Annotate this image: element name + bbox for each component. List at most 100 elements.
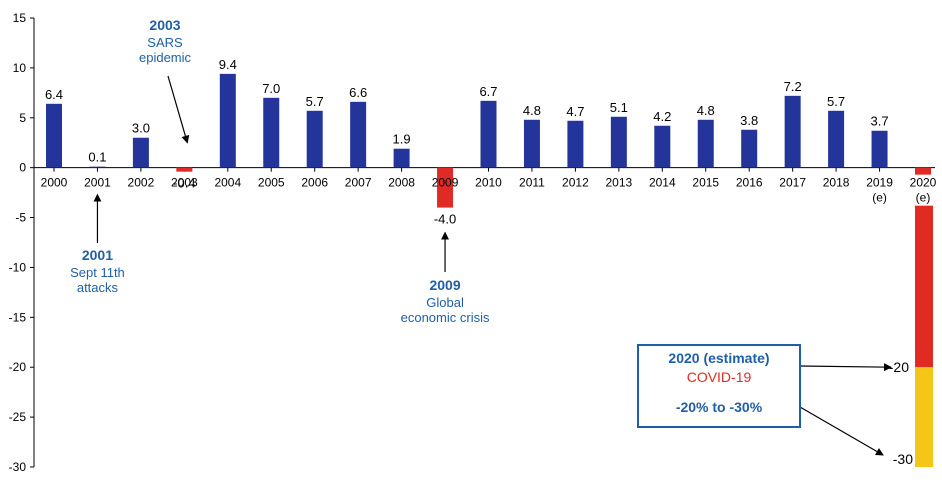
annotation-arrow-2003	[167, 75, 190, 144]
category-label-2006: 2006	[301, 176, 328, 190]
category-label-2002: 2002	[128, 176, 155, 190]
category-label-2013: 2013	[605, 176, 632, 190]
category-label-2012: 2012	[562, 176, 589, 190]
value-label-2012: 4.7	[566, 104, 584, 119]
value-label-2018: 5.7	[827, 94, 845, 109]
value-label-2011: 4.8	[523, 103, 541, 118]
category-label-2014: 2014	[649, 176, 676, 190]
category-label-2017: 2017	[779, 176, 806, 190]
callout-title: 2020 (estimate)	[668, 350, 769, 366]
bar-2005	[263, 97, 280, 168]
annotation-year-2009: 2009	[429, 277, 460, 293]
annotation-year-2001: 2001	[82, 247, 113, 263]
bar-2001	[89, 166, 106, 168]
y-tick-label: -10	[9, 260, 27, 274]
category-note-2019: (e)	[872, 191, 887, 205]
bar-2007	[350, 101, 367, 168]
value-labels: 6.4 0.1 3.0 -0.4 9.4 7.0 5.7 6.6 1.9 -4.0 6.7 4.8 4.…	[45, 57, 913, 467]
value-label-2001: 0.1	[88, 150, 106, 165]
bar-2012	[567, 120, 584, 168]
category-label-2001: 2001	[84, 176, 111, 190]
annotation-text-2003: SARS	[147, 35, 183, 50]
category-label-2003: 2003	[171, 176, 198, 190]
category-label-2000: 2000	[41, 176, 68, 190]
y-tick-label: -30	[9, 460, 27, 474]
category-label-2018: 2018	[823, 176, 850, 190]
value-label-2006: 5.7	[306, 94, 324, 109]
bar-2019	[871, 130, 888, 168]
bar-2008	[393, 148, 410, 168]
category-note-2020: (e)	[916, 191, 931, 205]
callout-box: 2020 (estimate) COVID-19 -20% to -30%	[637, 344, 801, 428]
callout-subtitle: COVID-19	[687, 369, 752, 385]
category-label-2010: 2010	[475, 176, 502, 190]
bars	[46, 73, 933, 467]
category-label-2011: 2011	[519, 176, 545, 190]
value-label-2005: 7.0	[262, 81, 280, 96]
category-label-2015: 2015	[692, 176, 719, 190]
callout-arrow-low	[799, 406, 884, 456]
bar-2002	[132, 137, 149, 168]
bar-2016	[741, 129, 758, 168]
category-label-2019: 2019	[866, 176, 893, 190]
value-label-2004: 9.4	[219, 57, 237, 72]
bar-2018	[828, 110, 845, 168]
category-label-2004: 2004	[214, 176, 241, 190]
y-tick-label: -5	[15, 211, 26, 225]
category-label-2009: 2009	[432, 176, 459, 190]
category-label-2008: 2008	[388, 176, 415, 190]
category-label-2005: 2005	[258, 176, 285, 190]
annotation-text-2009: Global	[426, 295, 464, 310]
estimate-low-label: -30	[893, 451, 913, 467]
bar-2009	[437, 167, 454, 208]
bar-2004	[219, 73, 236, 168]
annotation-text-2001: attacks	[77, 280, 119, 295]
bar-2006	[306, 110, 323, 168]
bar-2020	[915, 167, 931, 175]
y-tick-label: -15	[9, 310, 27, 324]
value-label-2000: 6.4	[45, 87, 63, 102]
value-label-2007: 6.6	[349, 85, 367, 100]
bar-2003	[176, 167, 193, 172]
category-labels: 2000 2001 2002 2003 2004 2005 2006 2007 2008 2009…	[41, 176, 937, 205]
y-tick-label: 5	[19, 111, 26, 125]
bar-2014	[654, 125, 671, 168]
annotation-text-2009: economic crisis	[401, 310, 490, 325]
value-label-2014: 4.2	[653, 109, 671, 124]
annotation-text-2001: Sept 11th	[70, 265, 125, 280]
value-label-2002: 3.0	[132, 121, 150, 136]
y-tick-label: 10	[13, 61, 27, 75]
value-label-2019: 3.7	[871, 114, 889, 129]
bar-2013	[610, 116, 627, 168]
value-label-2008: 1.9	[393, 132, 411, 147]
value-label-2017: 7.2	[784, 79, 802, 94]
value-label-2013: 5.1	[610, 100, 628, 115]
estimate-bar-low	[915, 367, 933, 467]
category-label-2020: 2020	[910, 176, 937, 190]
value-label-2003: -0.4	[173, 176, 195, 191]
estimate-bar-high	[915, 205, 933, 368]
value-label-2009: -4.0	[434, 212, 456, 227]
bar-2000	[46, 103, 62, 168]
estimate-high-label: -20	[889, 359, 909, 375]
bar-2017	[784, 95, 801, 168]
category-label-2016: 2016	[736, 176, 763, 190]
bar-2015	[697, 119, 714, 168]
category-label-2007: 2007	[345, 176, 372, 190]
y-tick-label: -20	[9, 360, 27, 374]
bar-2010	[480, 100, 497, 168]
callout-range: -20% to -30%	[676, 399, 763, 415]
value-label-2010: 6.7	[479, 84, 497, 99]
y-tick-label: 15	[13, 11, 27, 25]
value-label-2016: 3.8	[740, 113, 758, 128]
y-tick-label: 0	[19, 161, 26, 175]
y-tick-label: -25	[9, 410, 27, 424]
annotation-year-2003: 2003	[149, 17, 180, 33]
annotation-text-2003: epidemic	[139, 50, 192, 65]
bar-2011	[523, 119, 540, 168]
value-label-2015: 4.8	[697, 103, 715, 118]
callout-arrow-high	[799, 363, 892, 372]
